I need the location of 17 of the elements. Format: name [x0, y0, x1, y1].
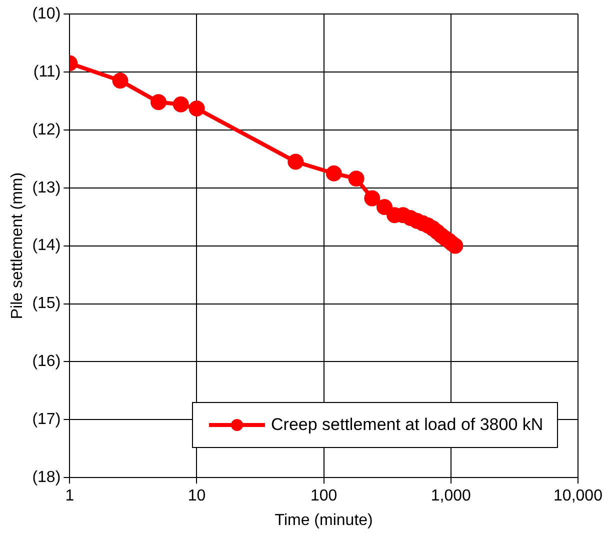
- x-tick-label: 1: [65, 488, 74, 505]
- y-tick-label: (12): [32, 121, 61, 138]
- x-tick-label: 10: [188, 488, 206, 505]
- y-axis-title: Pile settlement (mm): [9, 172, 26, 320]
- y-tick-label: (18): [32, 469, 61, 486]
- x-axis-title: Time (minute): [274, 512, 373, 529]
- y-tick-label: (16): [32, 353, 61, 370]
- y-tick-label: (14): [32, 237, 61, 254]
- y-tick-label: (10): [32, 5, 61, 22]
- legend-label: Creep settlement at load of 3800 kN: [271, 414, 544, 435]
- y-tick-label: (11): [33, 63, 61, 80]
- y-tick-label: (17): [32, 411, 61, 428]
- y-tick-label: (15): [32, 295, 61, 312]
- y-tick-label: (13): [32, 179, 61, 196]
- x-tick-label: 10,000: [554, 488, 603, 505]
- x-tick-label: 100: [310, 488, 338, 505]
- x-tick-label: 1,000: [430, 488, 472, 505]
